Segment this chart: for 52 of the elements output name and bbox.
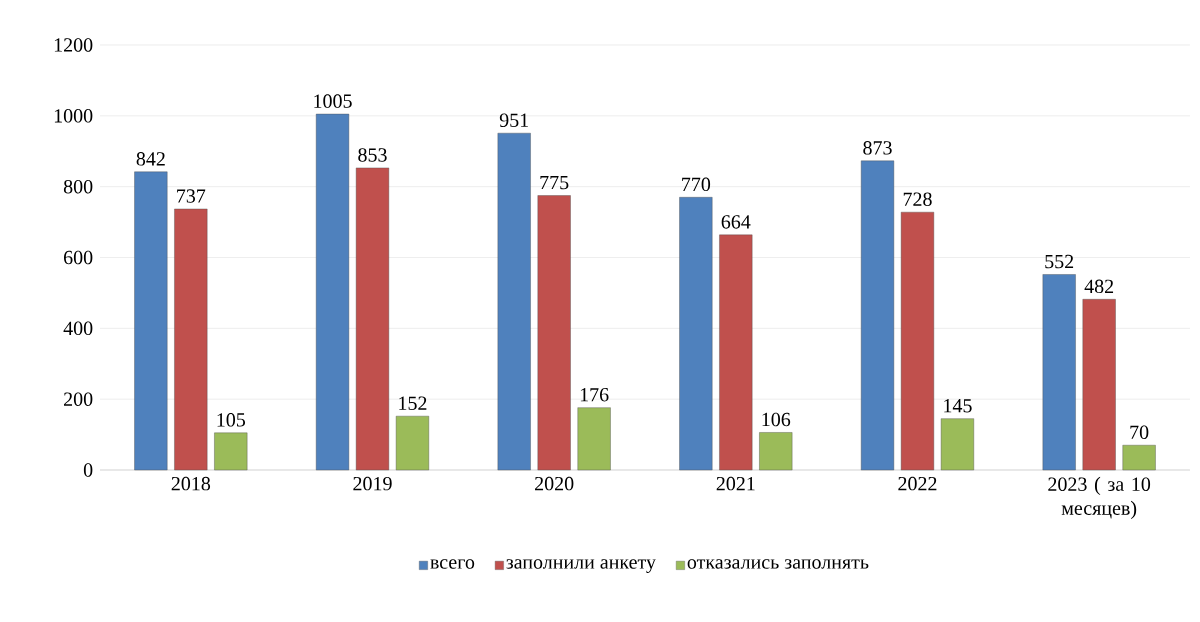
data-label: 176 [580,388,609,402]
data-label: 728 [903,192,932,206]
data-label: 664 [721,215,751,229]
y-tick-label: 1000 [54,109,93,123]
x-tick-label: 2022 [898,476,937,491]
bar [214,432,248,471]
bar [900,211,935,471]
bar [355,167,390,471]
data-label: 737 [177,189,206,203]
data-label: 145 [944,399,972,413]
bar [759,432,793,471]
bar [315,113,350,471]
data-label: 482 [1084,279,1114,294]
data-label: 770 [682,177,711,192]
legend-label: отказались заполнять [687,559,869,569]
x-tick-label: 2020 [535,476,574,491]
bar [940,418,974,471]
bar [1122,445,1156,471]
data-label: 105 [217,413,246,427]
bar [395,415,430,471]
bar [860,160,895,471]
y-tick-label: 0 [83,463,93,477]
data-label: 106 [762,412,791,427]
legend-label: всего [430,559,475,569]
y-tick-label: 600 [63,250,93,265]
bar [577,407,611,471]
data-label: 853 [358,148,387,162]
bar [1042,274,1076,471]
bar [679,197,713,471]
data-label: 873 [863,141,892,155]
y-tick-label: 400 [63,321,93,336]
data-label: 152 [399,396,427,410]
data-label: 951 [499,113,528,127]
bar [1082,299,1116,471]
data-label: 775 [540,176,569,190]
bar [537,195,571,471]
y-tick-label: 1200 [54,38,93,52]
bar [497,132,531,471]
y-tick-label: 800 [63,179,93,194]
data-label: 552 [1045,254,1074,269]
data-label: 842 [136,152,165,166]
x-tick-label: 2018 [171,476,211,491]
bar [174,208,208,471]
bar [134,171,168,471]
bar [719,234,753,471]
y-tick-label: 200 [64,392,93,406]
x-tick-label: 2019 [353,476,392,491]
x-tick-label: 2023 ( за 10 месяцев) [1048,476,1151,520]
x-tick-label: 2021 [716,476,755,491]
data-label: 70 [1130,425,1149,440]
data-label: 1005 [314,94,352,108]
legend-label: заполнили анкету [506,559,656,573]
